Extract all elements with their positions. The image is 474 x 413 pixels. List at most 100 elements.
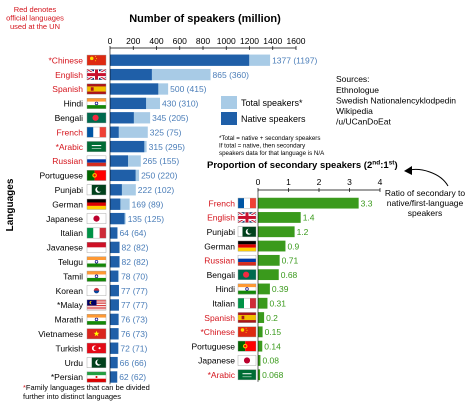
native-speakers-bar [110,126,119,138]
main-x-tick-label: 1400 [263,36,282,46]
ratio-bar [258,197,359,209]
ratio-bar [258,326,263,338]
total-speakers-bar [110,126,148,138]
sources-line: Swedish Nationalencyklodpedin [336,96,456,106]
native-speakers-bar [110,184,122,196]
native-speakers-bar [110,328,119,340]
native-speakers-bar [110,313,119,326]
flag-southkorea-icon [86,285,107,296]
native-speakers-bar [110,256,120,268]
ratio-value-label: 0.14 [264,341,281,351]
main-value-label: 82 (82) [122,257,149,267]
main-x-tick-label: 1600 [287,36,306,46]
footnote-line: further into distinct languages [23,392,121,401]
native-speakers-bar [110,140,145,153]
main-category-label: Bengali [55,113,83,123]
main-category-label: *Arabic [56,142,84,152]
main-value-label: 72 (71) [120,343,147,353]
main-category-label: Portuguese [40,171,84,181]
main-category-label: *Malay [57,300,84,310]
native-speakers-bar [110,270,119,282]
legend-total-swatch [221,96,237,109]
native-speakers-bar [110,241,120,254]
ratio-value-label: 0.39 [272,284,289,294]
ratio-note-arrow [409,169,449,187]
native-speakers-bar [110,83,159,95]
flag-bangladesh-icon [86,112,107,124]
ratio-bar [258,355,261,366]
ratio-value-label: 3.3 [361,198,373,208]
sources-line: /u/UCanDoEat [336,117,391,127]
main-value-label: 169 (89) [132,199,164,209]
ratio-category-label: Spanish [204,313,235,323]
main-category-label: *Chinese [49,55,84,65]
ratio-bar [258,254,280,266]
ratio-category-label: English [207,213,235,223]
ratio-category-label: French [209,198,236,208]
main-category-label: *Persian [51,372,83,382]
flag-germany-icon [86,198,107,210]
main-category-label: French [57,127,84,137]
total-speakers-bar [110,68,211,81]
total-speakers-bar [110,184,136,196]
ratio-x-tick-label: 3 [347,177,352,187]
main-value-label: 865 (360) [213,70,250,80]
ratio-bar [258,340,263,352]
ratio-category-label: *Chinese [201,327,236,337]
ratio-note-line: speakers [408,208,443,218]
flag-india-icon [237,283,257,295]
main-x-tick-label: 400 [149,36,163,46]
legend-total-label: Total speakers* [241,98,303,108]
flag-malaysia-icon [86,299,107,311]
main-x-tick-label: 1000 [217,36,236,46]
legend-native-label: Native speakers [241,114,306,124]
main-value-label: 345 (205) [152,113,189,123]
ratio-category-label: Russian [204,256,235,266]
flag-india-icon [86,270,107,282]
flag-pakistan-icon [237,226,257,238]
flag-italy-icon [237,297,257,309]
main-category-label: Japanese [46,214,83,224]
sources-line: Wikipedia [336,106,373,116]
flag-uk-icon [86,68,107,82]
languages-axis-label: Languages [5,178,16,231]
flag-china-icon [86,54,107,66]
flag-indonesia-icon [86,242,107,253]
main-value-label: 62 (62) [119,372,146,382]
native-speakers-bar [110,284,119,297]
main-category-label: Urdu [65,358,84,368]
main-x-tick-label: 1200 [240,36,259,46]
flag-india-icon [86,98,107,109]
main-category-label: Spanish [52,84,83,94]
ratio-value-label: 0.068 [262,370,284,380]
ratio-note-line: native/first-language [387,198,464,208]
ratio-value-label: 1.4 [303,213,315,223]
main-value-label: 430 (310) [162,99,199,109]
native-speakers-bar [110,112,134,124]
main-category-label: Italian [60,228,83,238]
main-category-label: Turkish [55,343,83,353]
sources-title: Sources: [336,74,370,84]
native-speakers-bar [110,227,118,239]
main-value-label: 66 (66) [120,358,147,368]
flag-russia-icon [86,155,107,167]
main-category-label: Punjabi [55,185,83,195]
main-value-label: 222 (102) [138,185,175,195]
flag-russia-icon [237,255,257,266]
ratio-value-label: 0.9 [287,241,299,251]
ratio-category-label: Italian [212,298,235,308]
ratio-category-label: Japanese [198,356,235,366]
ratio-value-label: 0.71 [282,256,299,266]
flag-italy-icon [86,227,107,239]
ratio-value-label: 0.68 [281,270,298,280]
main-value-label: 135 (125) [128,214,165,224]
footnote-line: *Family languages that can be divided [23,383,150,392]
main-category-label: Russian [52,156,83,166]
ratio-bar [258,269,279,281]
total-note-line: speakers data for that language is N/A [219,150,325,157]
flag-spain-icon [237,312,257,323]
flag-turkey-icon [86,342,107,354]
un-note-line: used at the UN [10,22,60,31]
ratio-bar [258,297,268,309]
